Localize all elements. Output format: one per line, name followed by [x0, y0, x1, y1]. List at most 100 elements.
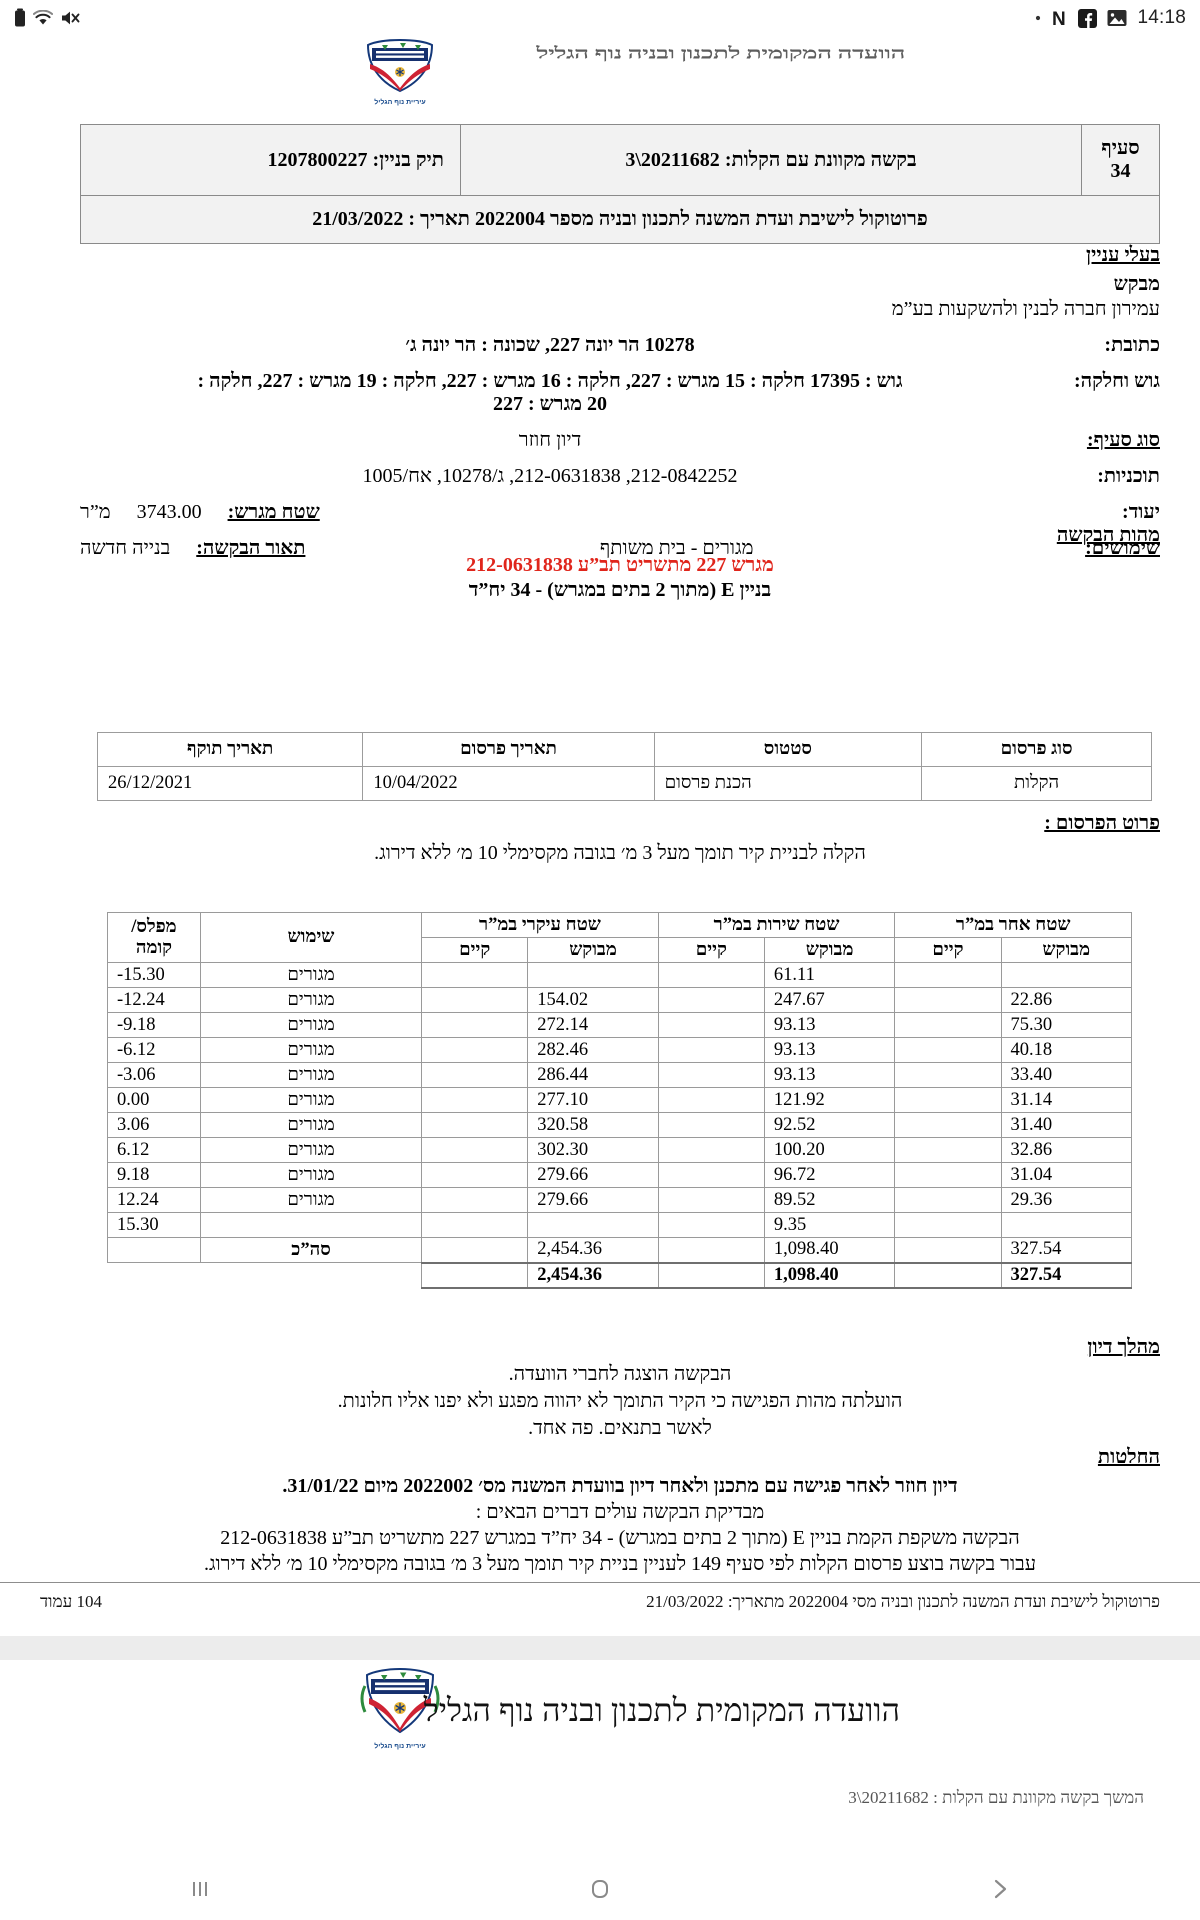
back-button[interactable] [945, 1866, 1055, 1912]
areas-group-floor: מפלס/ קומה [107, 912, 201, 963]
grand-main-existing [421, 1261, 529, 1289]
total-service-existing [657, 1237, 765, 1263]
cell-main-existing [421, 1137, 529, 1163]
grand-other-existing [894, 1261, 1002, 1289]
stakeholders-block: בעלי עניין מבקש עמירון חברה לבנין ולהשקע… [80, 244, 1160, 560]
file-label: תיק בניין: [372, 148, 444, 171]
cell-main-existing [421, 1162, 529, 1188]
table-row: 33.40 93.13 286.44 מגורים -3.06 [107, 1062, 1133, 1088]
cell-use: מגורים [199, 1137, 423, 1163]
cell-other-existing [894, 1162, 1002, 1188]
cell-main-requested: 279.66 [527, 1187, 659, 1213]
cell-main-existing [421, 987, 529, 1013]
publication-col-status: סטטוס [653, 732, 923, 767]
cell-other-requested: 22.86 [1000, 987, 1133, 1013]
table-row: 75.30 93.13 272.14 מגורים -9.18 [107, 1012, 1133, 1038]
essence-block: מהות הבקשה מגרש 227 מתשריט תב”ע 212-0631… [80, 524, 1160, 602]
table-row: 61.11 מגורים -15.30 [107, 962, 1133, 988]
cell-other-requested: 32.86 [1000, 1137, 1133, 1163]
table-row: 9.35 15.30 [107, 1212, 1133, 1238]
grand-service-existing [657, 1261, 765, 1289]
document-header-table: סעיף 34 בקשה מקוונת עם הקלות: 20211682\3… [80, 124, 1160, 244]
android-navigation-bar [0, 1858, 1200, 1920]
page2-subtitle: המשך בקשה מקוונת עם הקלות : 20211682\3 [848, 1788, 1144, 1807]
grand-service: 1,098.40 [763, 1261, 896, 1289]
cell-other-requested [1000, 1212, 1133, 1238]
back-icon[interactable] [989, 1878, 1011, 1900]
cell-use: מגורים [199, 1012, 423, 1038]
document-footer: פרוטוקול לישיבת ועדת המשנה לתכנון ובניה … [0, 1582, 1200, 1612]
discussion-line-2: הועלתה מהות הפגישה כי הקיר התומך לא יהוו… [337, 1390, 903, 1412]
section-type-label: סוג סעיף: [1086, 429, 1160, 451]
table-row: 31.40 92.52 320.58 מגורים 3.06 [107, 1112, 1133, 1138]
publication-detail-text: הקלה לבניית קיר תומך מעל 3 מ׳ בגובה מקסי… [374, 842, 866, 864]
cell-other-existing [894, 1137, 1002, 1163]
cell-service-existing [657, 1062, 765, 1088]
municipality-crest-icon-2: עיריית נוף הגליל [352, 1666, 448, 1754]
publication-table-body: הקלות הכנת פרסום 10/04/2022 26/12/2021 [96, 766, 1152, 801]
lot-area-value: 3743.00 [136, 501, 202, 523]
page-number: 104 [76, 1592, 102, 1611]
cell-service-existing [657, 1012, 765, 1038]
cell-main-requested: 282.46 [527, 1037, 659, 1063]
grand-spacer-floor [108, 1263, 201, 1288]
cell-floor: 15.30 [107, 1212, 201, 1238]
areas-other-existing: קיים [894, 937, 1002, 963]
discussion-title: מהלך דיון [1087, 1336, 1160, 1358]
plans-label: תוכניות: [1097, 465, 1160, 487]
uses-row: שימושים: מגורים - בית משותף תאור הבקשה: … [80, 537, 1160, 560]
cell-main-existing [421, 1037, 529, 1063]
cell-floor: 9.18 [107, 1162, 201, 1188]
cell-floor: -3.06 [107, 1062, 201, 1088]
recents-button[interactable] [145, 1866, 255, 1912]
requester-label: מבקש [1113, 273, 1160, 295]
address-row: כתובת: 10278 הר יונה 227, שכונה : הר יונ… [80, 334, 1160, 357]
cell-service-existing [657, 1037, 765, 1063]
areas-floor-header-line2: קומה [135, 937, 173, 958]
requester-name: עמירון חברה לבנין ולהשקעות בע”מ [891, 298, 1160, 320]
areas-group-other: שטח אחר במ”ר [894, 912, 1132, 938]
cell-use: מגורים [199, 1037, 423, 1063]
essence-title: מהות הבקשה [1056, 524, 1160, 546]
cell-main-existing [421, 962, 529, 988]
areas-table-body: 61.11 מגורים -15.30 22.86 247.67 154.02 מגורים… [107, 962, 1133, 1289]
cell-main-requested [527, 1212, 659, 1238]
image-icon [1107, 9, 1127, 27]
cell-other-requested: 33.40 [1000, 1062, 1133, 1088]
cell-service-requested: 61.11 [763, 962, 896, 988]
section-type-value: דיון חוזר [518, 429, 582, 451]
cell-service-existing [657, 1112, 765, 1138]
essence-black-line: בניין E (מתוך 2 בתים במגרש) - 34 יח”ד [468, 579, 772, 601]
cell-use: מגורים [199, 962, 423, 988]
cell-main-existing [421, 1212, 529, 1238]
stakeholders-title: בעלי עניין [1086, 244, 1160, 266]
discussion-line-3: לאשר בתנאים. פה אחד. [528, 1417, 712, 1439]
cell-service-requested: 93.13 [763, 1012, 896, 1038]
areas-service-requested: מבוקש [763, 937, 896, 963]
status-bar-left-icons [14, 8, 80, 28]
areas-grand-total-row: 327.54 1,098.40 2,454.36 [108, 1261, 1133, 1289]
publication-col-type: סוג פרסום [921, 732, 1152, 767]
cell-main-existing [421, 1012, 529, 1038]
publication-date: 10/04/2022 [362, 766, 655, 801]
cell-use: מגורים [199, 1087, 423, 1113]
recents-icon[interactable] [189, 1878, 211, 1900]
home-icon[interactable] [588, 1877, 612, 1901]
home-button[interactable] [545, 1866, 655, 1912]
cell-other-existing [894, 1112, 1002, 1138]
cell-service-existing [657, 987, 765, 1013]
cell-main-requested: 279.66 [527, 1162, 659, 1188]
page2-title: הוועדה המקומית לתכנון ובניה נוף הגליל [423, 1692, 900, 1728]
areas-group-service: שטח שירות במ”ר [657, 912, 896, 938]
cell-other-requested: 75.30 [1000, 1012, 1133, 1038]
cell-service-existing [657, 1137, 765, 1163]
document-footer-center: פרוטוקול לישיבת ועדת המשנה לתכנון ובניה … [646, 1592, 1160, 1611]
cell-service-requested: 93.13 [763, 1062, 896, 1088]
areas-other-requested: מבוקש [1000, 937, 1133, 963]
section-number: 34 [1110, 160, 1131, 182]
cell-service-existing [657, 1087, 765, 1113]
cell-other-existing [894, 987, 1002, 1013]
cell-main-existing [421, 1187, 529, 1213]
discussion-line-1: הבקשה הוצגה לחברי הוועדה. [508, 1363, 732, 1385]
areas-group-header-row: שטח אחר במ”ר שטח שירות במ”ר שטח עיקרי במ… [107, 912, 1132, 963]
